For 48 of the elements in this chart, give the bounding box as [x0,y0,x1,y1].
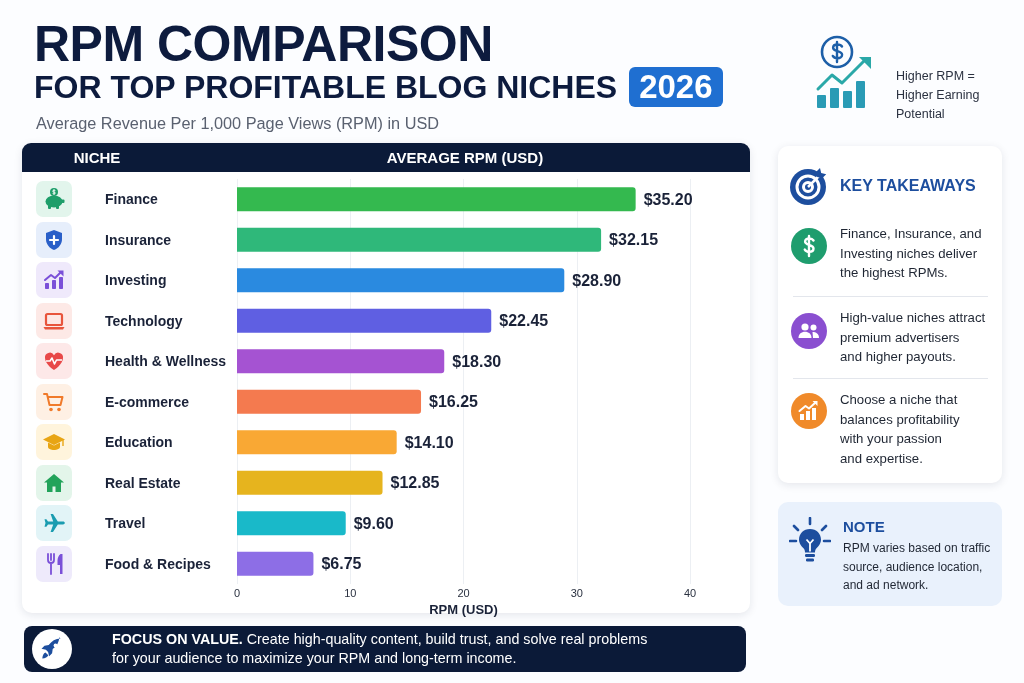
data-label: $6.75 [321,555,362,573]
text: KEY TAKEAWAYS [840,177,976,195]
bar [237,551,314,576]
y-tick-label: Insurance [105,231,172,248]
text: FOCUS ON VALUE. [112,631,243,647]
chart-title: RPM COMPARISON FOR TOP PROFITABLE BLOG NICHES 2026 [34,15,714,107]
data-label: $32.15 [609,231,659,249]
y-axis-title: NICHE [73,148,121,168]
y-tick-label: E-commerce [105,393,190,410]
chart-subtitle: Average Revenue Per 1,000 Page Views (RPM) in USD [36,113,440,133]
x-axis-title: RPM (USD) [429,602,498,617]
bar [237,349,445,374]
text: Higher RPM = Higher Earning Potential [896,68,981,123]
bar [237,511,346,536]
y-tick-label: Finance [105,191,159,208]
y-tick-label: Technology [105,312,183,329]
x-tick-label: 20 [457,586,470,599]
x-tick-label: 30 [570,586,583,599]
data-label: $28.90 [572,271,622,289]
x-tick-label: 40 [683,586,697,599]
text: Finance, Insurance, and Investing niches deliver the highest RPMs. [840,225,983,282]
y-tick-label: Education [105,434,173,451]
text: RPM varies based on traffic source, audience location, and ad network. [843,540,992,594]
data-label: $22.45 [499,312,549,330]
data-label: $16.25 [429,393,479,411]
y-tick-label: Food & Recipes [105,555,212,572]
bar [237,470,383,495]
data-label: $35.20 [643,190,693,208]
bar [237,430,397,455]
y-tick-label: Real Estate [105,474,181,491]
bar [237,389,422,414]
bar [237,187,636,212]
text: AVERAGE RPM (USD) [386,148,544,168]
text: NOTE [843,518,885,536]
x-tick-label: 10 [344,586,357,599]
y-tick-label: Health & Wellness [105,353,227,370]
bar [237,308,492,333]
bar [237,227,602,252]
text: Choose a niche that balances profitability with your passion and expertise. [840,391,961,468]
data-label: $18.30 [452,352,502,370]
data-label: $9.60 [353,514,394,532]
x-tick-label: 0 [233,586,241,599]
text: High-value niches attract premium advertisers and higher payouts. [840,309,987,366]
bar [237,268,565,293]
y-tick-label: Investing [105,272,167,289]
data-label: $14.10 [404,433,454,451]
y-tick-label: Travel [105,515,146,532]
data-label: $12.85 [390,474,440,492]
